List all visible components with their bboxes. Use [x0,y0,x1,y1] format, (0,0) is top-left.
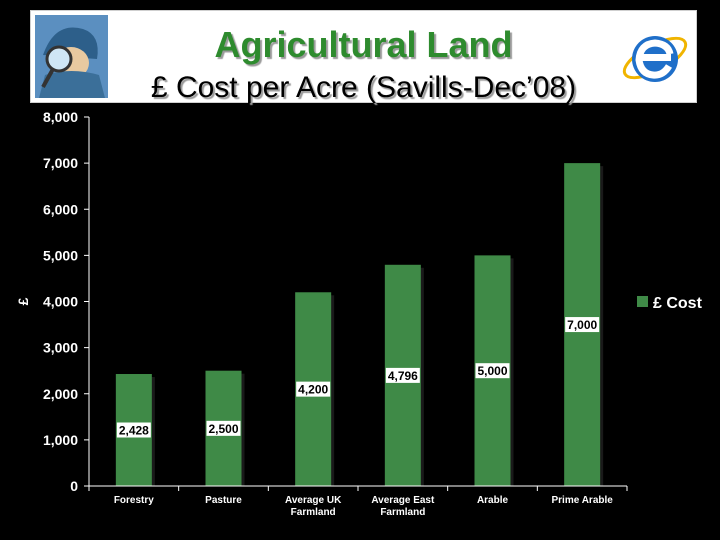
y-tick-label: 7,000 [43,155,78,171]
x-tick-label: Average UK [285,495,342,506]
data-label: 7,000 [567,318,597,332]
x-tick-label: Farmland [291,507,336,518]
data-label-box [206,420,241,436]
y-tick-label: 0 [70,478,78,494]
y-tick-label: 1,000 [43,432,78,448]
y-tick-label: 8,000 [43,109,78,125]
x-tick-label: Prime Arable [552,495,614,506]
data-label-box [565,317,600,333]
y-tick-label: 4,000 [43,294,78,310]
x-tick-label: Pasture [205,495,242,506]
y-tick-label: 5,000 [43,247,78,263]
internet-explorer-logo-icon [617,16,692,98]
detective-image [35,15,108,98]
data-label: 4,796 [388,369,418,383]
chart-title: Agricultural Land [214,24,513,65]
data-label: 5,000 [477,364,507,378]
data-label: 2,428 [119,424,149,438]
data-label: 4,200 [298,383,328,397]
x-tick-label: Average East [371,495,435,506]
legend: £ Cost [637,295,703,312]
data-label-box [296,381,331,397]
x-axis-labels: Forestry Pasture Average UKFarmlandAverage… [114,495,613,518]
bars [115,163,604,486]
x-tick-label: Arable [477,495,509,506]
title-banner: Agricultural Land £ Cost per Acre (Savil… [30,10,697,104]
y-tick-label: 3,000 [43,340,78,356]
data-label-box [116,422,151,438]
data-labels: 2,428 2,500 4,200 4,796 5,000 7,000 [116,317,600,438]
legend-swatch [637,296,648,307]
x-tick-label: Forestry [114,495,154,506]
y-tick-label: 6,000 [43,201,78,217]
legend-label: £ Cost [653,295,703,312]
data-label-box [475,363,510,379]
axes [88,117,628,491]
data-label: 2,500 [208,422,238,436]
y-axis-title: £ [15,297,31,305]
y-tick-label: 2,000 [43,386,78,402]
x-tick-label: Farmland [380,507,425,518]
data-label-box [385,367,420,383]
y-axis-ticks: 0 1,000 2,000 3,000 4,000 5,000 6,000 7,000 8,00… [43,109,89,494]
chart-subtitle: £ Cost per Acre (Savills-Dec’08) [150,71,577,104]
